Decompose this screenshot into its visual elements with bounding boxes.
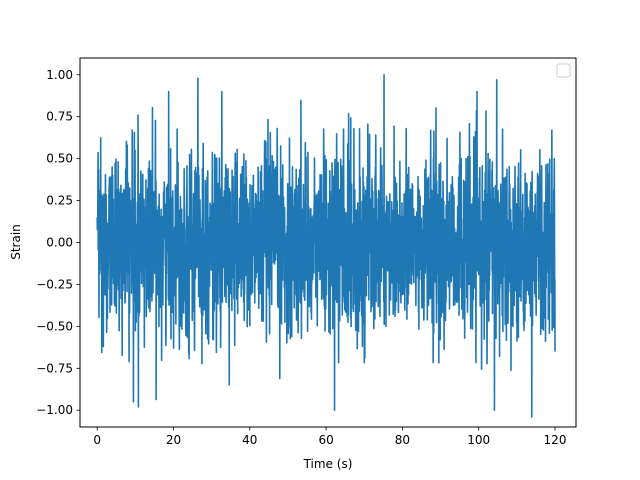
- x-tick-label: 0: [93, 433, 101, 447]
- x-axis-label: Time (s): [303, 457, 353, 471]
- x-tick-label: 60: [318, 433, 333, 447]
- strain-series-line: [96, 73, 556, 418]
- y-tick-label: 0.75: [46, 110, 73, 124]
- x-tick-label: 40: [242, 433, 257, 447]
- y-axis-label: Strain: [9, 224, 23, 260]
- y-tick-label: 0.25: [46, 194, 73, 208]
- legend-box: [556, 63, 571, 78]
- y-tick-label: −0.25: [36, 277, 73, 291]
- x-tick-label: 20: [166, 433, 181, 447]
- x-axis-ticks: 0 20 40 60 80 100 120: [93, 427, 566, 447]
- y-tick-label: −0.50: [36, 319, 73, 333]
- y-tick-label: 0.50: [46, 152, 73, 166]
- y-axis-ticks: −1.00 −0.75 −0.50 −0.25 0.00 0.25 0.50 0.75 1.00: [36, 68, 80, 417]
- x-tick-label: 80: [395, 433, 410, 447]
- y-tick-label: −1.00: [36, 403, 73, 417]
- y-tick-label: 1.00: [46, 68, 73, 82]
- y-tick-label: 0.00: [46, 236, 73, 250]
- x-tick-label: 120: [544, 433, 567, 447]
- x-tick-label: 100: [467, 433, 490, 447]
- y-tick-label: −0.75: [36, 361, 73, 375]
- series-layer: [96, 73, 556, 418]
